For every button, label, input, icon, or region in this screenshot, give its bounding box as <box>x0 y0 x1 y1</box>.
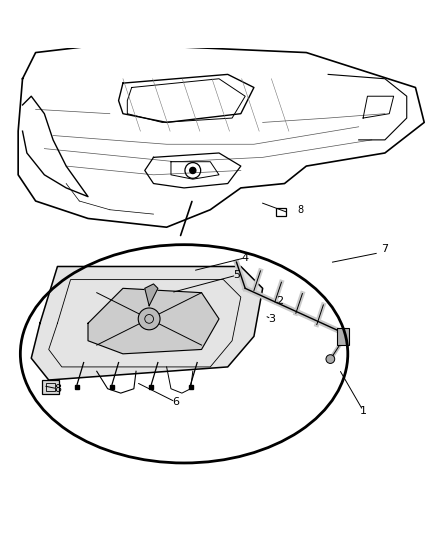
Text: 3: 3 <box>268 314 275 324</box>
Bar <box>276 207 286 216</box>
Text: 2: 2 <box>276 296 284 306</box>
Polygon shape <box>145 284 158 306</box>
Circle shape <box>326 354 335 364</box>
Bar <box>337 328 349 345</box>
Bar <box>46 383 55 391</box>
Circle shape <box>138 308 160 330</box>
Ellipse shape <box>20 245 348 463</box>
Text: 1: 1 <box>360 406 367 416</box>
Text: 5: 5 <box>233 270 240 280</box>
Text: 6: 6 <box>172 397 179 407</box>
Text: 8: 8 <box>54 384 61 394</box>
Text: 4: 4 <box>242 253 249 263</box>
Polygon shape <box>88 288 219 354</box>
Circle shape <box>190 167 196 174</box>
Bar <box>42 379 59 394</box>
Text: 7: 7 <box>381 244 389 254</box>
Text: 8: 8 <box>297 205 304 215</box>
Polygon shape <box>31 266 263 380</box>
